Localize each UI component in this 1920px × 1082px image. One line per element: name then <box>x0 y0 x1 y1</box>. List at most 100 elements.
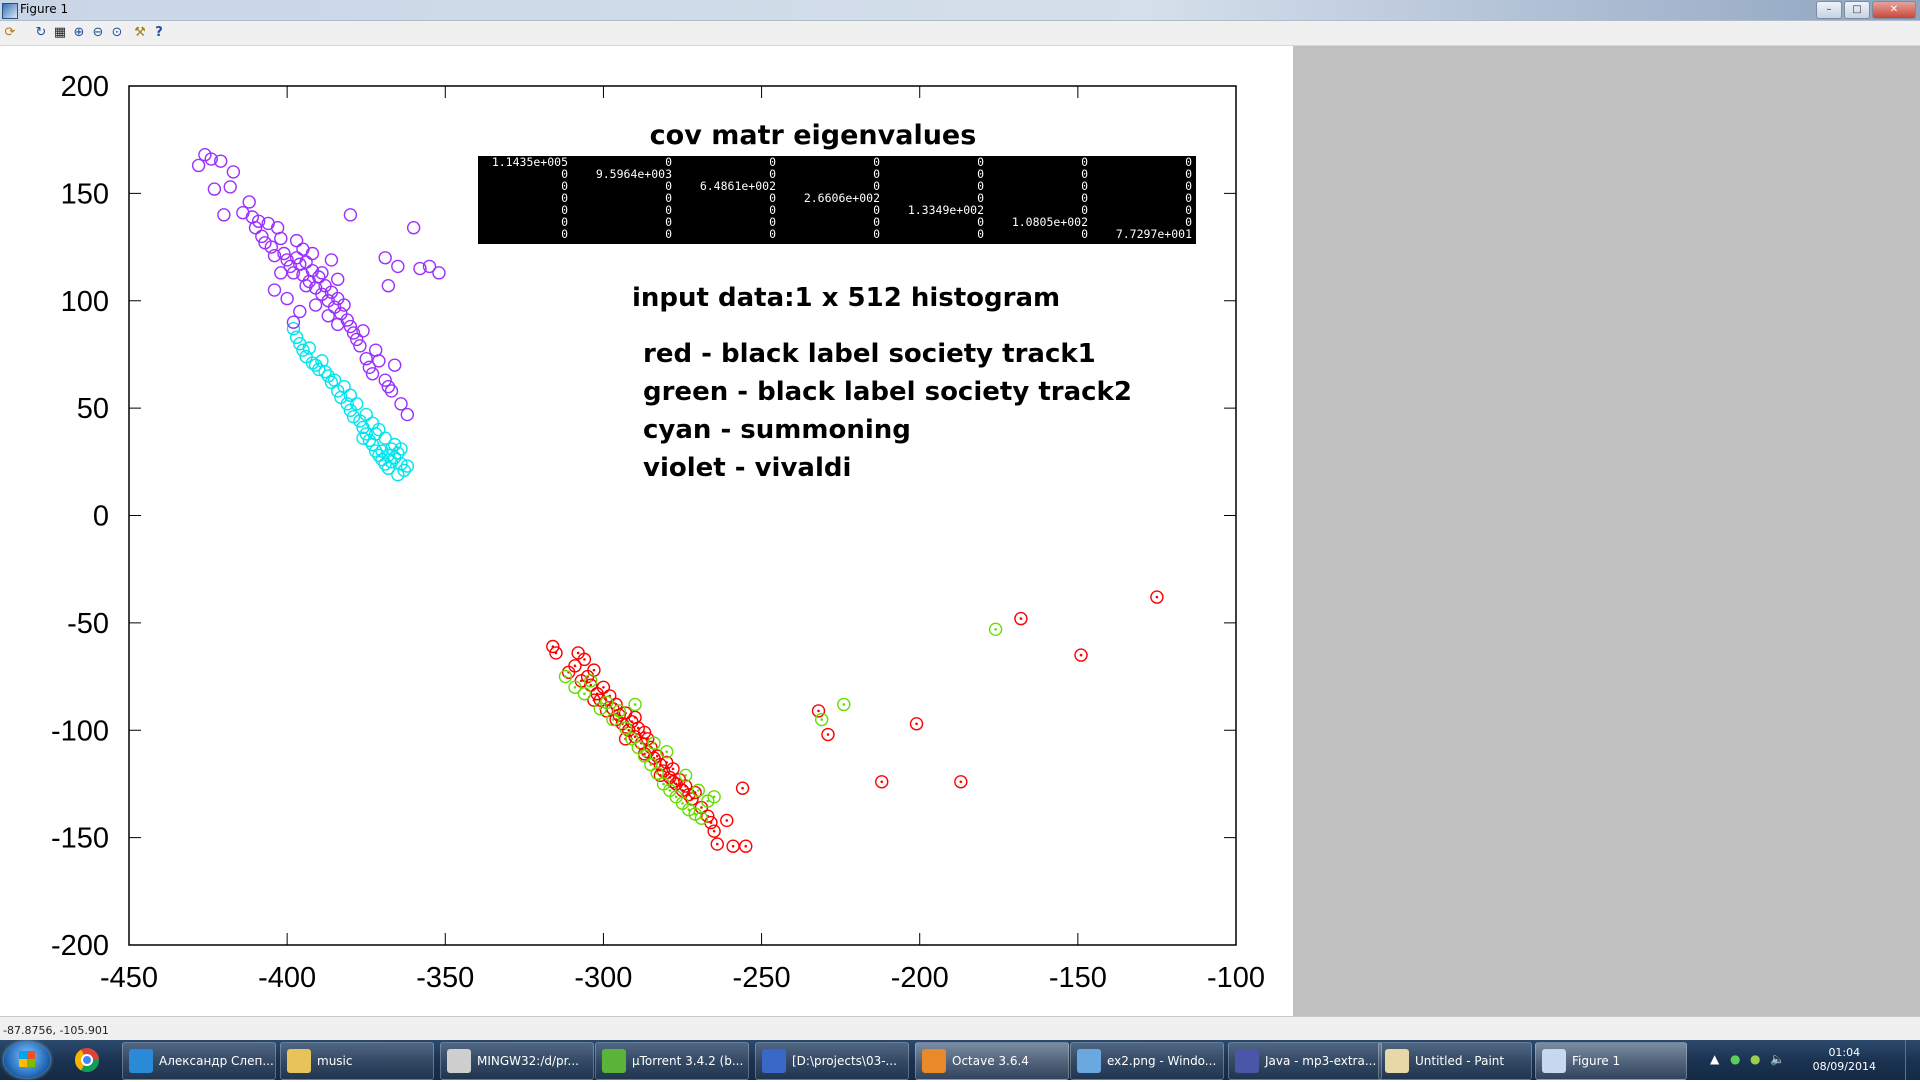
x-tick-label: -450 <box>100 962 158 994</box>
data-point <box>350 332 364 347</box>
data-point <box>653 757 668 772</box>
data-point <box>394 442 408 456</box>
show-desktop-button[interactable] <box>1905 1040 1920 1080</box>
data-point-dot <box>700 806 703 809</box>
taskbar-item[interactable]: music <box>280 1042 434 1080</box>
data-point-dot <box>687 808 691 812</box>
data-point-dot <box>684 784 687 788</box>
tray-utorrent-icon[interactable]: ● <box>1730 1052 1741 1066</box>
data-point <box>909 717 924 731</box>
eigen-row: 0 0 6.4861e+002 0 0 0 0 <box>478 180 1196 192</box>
data-point-dot <box>693 791 697 794</box>
chrome-pinned-icon[interactable] <box>64 1042 110 1078</box>
data-point-dot <box>652 741 656 745</box>
taskbar-item-label: Octave 3.6.4 <box>952 1054 1029 1068</box>
eigen-cell: 0 <box>1185 203 1192 217</box>
settings-icon[interactable]: ⚒ <box>134 25 146 40</box>
taskbar-item[interactable]: Octave 3.6.4 <box>915 1042 1069 1080</box>
data-point-dot <box>741 786 744 790</box>
maximize-button[interactable]: □ <box>1844 1 1870 19</box>
tray-network-icon[interactable]: ● <box>1750 1052 1761 1066</box>
start-button[interactable] <box>4 1042 50 1078</box>
refresh-icon[interactable]: ↻ <box>35 25 47 40</box>
data-point <box>381 279 396 293</box>
data-point-dot <box>611 718 615 721</box>
grid-icon[interactable]: ▦ <box>53 25 67 40</box>
tray-expand-icon[interactable]: ▲ <box>1710 1052 1720 1066</box>
scatter-plot[interactable]: -450 -400 -350 -300 -250 -200 -150 -100 -200 -150… <box>0 46 1293 1016</box>
zoom-reset-icon[interactable]: ⊙ <box>111 25 123 40</box>
eigen-cell: 9.5964e+003 <box>595 167 672 181</box>
data-point <box>384 455 399 469</box>
data-point <box>274 266 288 280</box>
help-icon[interactable]: ? <box>155 25 163 40</box>
data-point <box>299 255 313 269</box>
zoom-out-icon[interactable]: ⊖ <box>92 25 104 40</box>
data-point-dot <box>633 716 637 719</box>
data-point <box>327 373 342 387</box>
y-tick-label: 100 <box>61 286 109 318</box>
data-point <box>274 231 288 246</box>
legend-entry: red - black label society track1 <box>643 339 1096 369</box>
data-point <box>811 704 826 718</box>
data-point <box>359 407 373 422</box>
eigen-cell: 0 <box>873 179 880 193</box>
data-point <box>372 354 386 368</box>
x-tick-label: -350 <box>416 962 474 994</box>
taskbar-item[interactable]: [D:\projects\03-... <box>755 1042 909 1080</box>
eigen-cell: 0 <box>977 191 984 205</box>
taskbar-app-icon <box>1542 1049 1566 1073</box>
data-point <box>406 221 421 235</box>
eigen-cell: 0 <box>665 215 672 229</box>
legend-entry: violet - vivaldi <box>643 453 851 483</box>
annotation-title: cov matr eigenvalues <box>650 120 977 151</box>
taskbar-item[interactable]: Java - mp3-extra... <box>1228 1042 1382 1080</box>
minimize-button[interactable]: – <box>1816 1 1842 19</box>
y-tick-label: -150 <box>51 823 109 855</box>
window-title-bar[interactable]: Figure 1 – □ ✕ <box>0 0 1920 21</box>
taskbar-item[interactable]: Untitled - Paint <box>1378 1042 1532 1080</box>
data-point <box>577 652 592 667</box>
eigen-cell: 0 <box>665 203 672 217</box>
eigen-cell: 0 <box>561 179 568 193</box>
data-point <box>346 326 361 340</box>
data-point <box>568 680 582 694</box>
window-controls: – □ ✕ <box>1816 1 1916 19</box>
data-point <box>710 837 724 851</box>
taskbar-app-icon <box>1385 1049 1409 1073</box>
taskbar-item[interactable]: Figure 1 <box>1535 1042 1687 1080</box>
data-point <box>1150 590 1164 604</box>
clock-date: 08/09/2014 <box>1812 1060 1876 1073</box>
system-clock[interactable]: 01:04 08/09/2014 <box>1813 1046 1876 1074</box>
eigen-cell: 0 <box>873 227 880 241</box>
data-point <box>584 674 598 688</box>
data-point <box>606 712 620 727</box>
status-bar: -87.8756, -105.901 <box>0 1016 1920 1041</box>
data-point-dot <box>643 754 646 758</box>
data-point-dot <box>646 737 650 741</box>
data-point <box>603 689 617 703</box>
data-point <box>400 407 415 422</box>
taskbar-item[interactable]: MINGW32:/d/pr... <box>440 1042 594 1080</box>
taskbar-item[interactable]: µTorrent 3.4.2 (b... <box>595 1042 749 1080</box>
data-point-dot <box>589 683 593 687</box>
data-point <box>286 321 301 336</box>
data-point <box>280 291 294 306</box>
close-button[interactable]: ✕ <box>1872 1 1916 19</box>
taskbar-item[interactable]: ex2.png - Windo... <box>1070 1042 1224 1080</box>
eigen-cell: 0 <box>561 227 568 241</box>
eigen-cell: 0 <box>1081 179 1088 193</box>
x-tick-label: -300 <box>574 962 632 994</box>
data-point-dot <box>731 844 735 848</box>
data-point <box>312 362 326 377</box>
y-tick-label: -100 <box>51 715 109 747</box>
data-point <box>1074 648 1088 662</box>
zoom-in-icon[interactable]: ⊕ <box>73 25 85 40</box>
rotate-icon[interactable]: ⟳ <box>4 25 16 40</box>
volume-icon[interactable]: 🔈 <box>1770 1052 1785 1066</box>
data-point <box>369 427 383 441</box>
data-point <box>308 358 323 372</box>
eigen-row: 0 0 0 2.6606e+002 0 0 0 <box>478 192 1196 204</box>
taskbar-item[interactable]: Александр Слеп... <box>122 1042 276 1080</box>
data-point <box>331 317 345 332</box>
